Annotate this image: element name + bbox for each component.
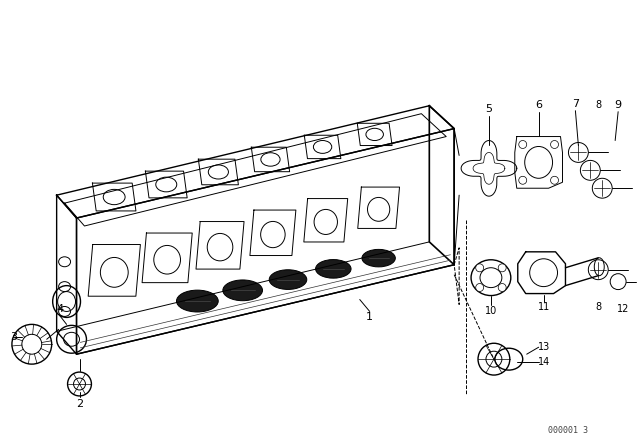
Text: 8: 8	[595, 302, 602, 312]
Text: 11: 11	[538, 302, 550, 312]
Text: 13: 13	[538, 342, 550, 352]
Ellipse shape	[269, 270, 307, 289]
Circle shape	[498, 284, 506, 292]
Text: 000001 3: 000001 3	[548, 426, 588, 435]
Text: 7: 7	[572, 99, 579, 109]
Circle shape	[476, 284, 484, 292]
Text: 4: 4	[56, 305, 63, 314]
Circle shape	[519, 141, 527, 148]
Circle shape	[550, 177, 559, 184]
Text: 10: 10	[485, 306, 497, 316]
Text: 6: 6	[535, 100, 542, 110]
Text: 3: 3	[10, 332, 17, 342]
Circle shape	[476, 264, 484, 272]
Ellipse shape	[362, 250, 396, 267]
Text: 8: 8	[595, 100, 602, 110]
Text: 1: 1	[366, 312, 373, 323]
Ellipse shape	[177, 290, 218, 312]
Circle shape	[519, 177, 527, 184]
Ellipse shape	[316, 259, 351, 278]
Ellipse shape	[223, 280, 262, 301]
Text: 9: 9	[614, 100, 621, 110]
Text: 12: 12	[617, 305, 629, 314]
Text: 14: 14	[538, 357, 550, 367]
Text: 5: 5	[486, 104, 492, 114]
Circle shape	[550, 141, 559, 148]
Text: 2: 2	[76, 399, 83, 409]
Circle shape	[498, 264, 506, 272]
